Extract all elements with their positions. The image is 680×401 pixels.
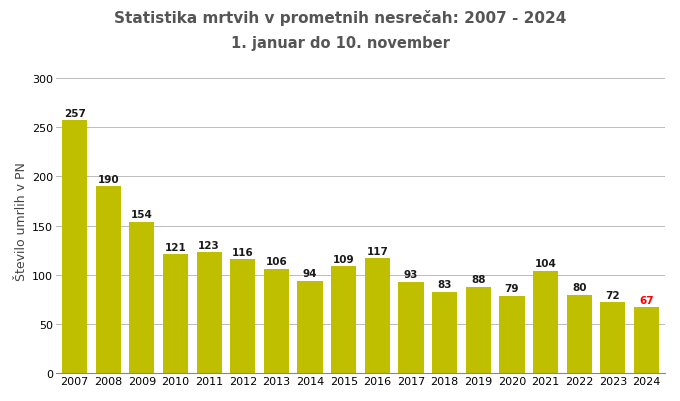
Text: 79: 79 xyxy=(505,284,519,293)
Bar xyxy=(566,295,592,373)
Y-axis label: Število umrlih v PN: Število umrlih v PN xyxy=(15,162,28,280)
Text: 83: 83 xyxy=(437,279,452,290)
Bar xyxy=(264,269,289,373)
Text: 190: 190 xyxy=(97,174,119,184)
Text: 67: 67 xyxy=(639,295,653,305)
Bar xyxy=(634,308,659,373)
Text: 123: 123 xyxy=(199,240,220,250)
Text: 94: 94 xyxy=(303,269,318,279)
Text: 106: 106 xyxy=(266,257,288,267)
Text: 80: 80 xyxy=(572,282,586,292)
Bar xyxy=(398,282,424,373)
Text: 117: 117 xyxy=(367,246,388,256)
Text: 109: 109 xyxy=(333,254,354,264)
Text: 1. januar do 10. november: 1. januar do 10. november xyxy=(231,36,449,51)
Text: 72: 72 xyxy=(606,290,620,300)
Text: Statistika mrtvih v prometnih nesrečah: 2007 - 2024: Statistika mrtvih v prometnih nesrečah: … xyxy=(114,10,566,26)
Text: 104: 104 xyxy=(534,259,556,269)
Text: 154: 154 xyxy=(131,210,153,220)
Bar xyxy=(499,296,524,373)
Text: 257: 257 xyxy=(64,109,86,119)
Bar xyxy=(230,259,256,373)
Bar xyxy=(62,121,87,373)
Text: 88: 88 xyxy=(471,275,486,284)
Text: 116: 116 xyxy=(232,247,254,257)
Bar xyxy=(466,287,491,373)
Bar xyxy=(163,255,188,373)
Text: 121: 121 xyxy=(165,242,186,252)
Bar xyxy=(96,187,121,373)
Bar xyxy=(600,303,626,373)
Bar xyxy=(331,266,356,373)
Bar xyxy=(533,271,558,373)
Bar xyxy=(364,259,390,373)
Bar xyxy=(129,222,154,373)
Bar xyxy=(297,281,323,373)
Text: 93: 93 xyxy=(404,269,418,279)
Bar xyxy=(197,253,222,373)
Bar xyxy=(432,292,457,373)
